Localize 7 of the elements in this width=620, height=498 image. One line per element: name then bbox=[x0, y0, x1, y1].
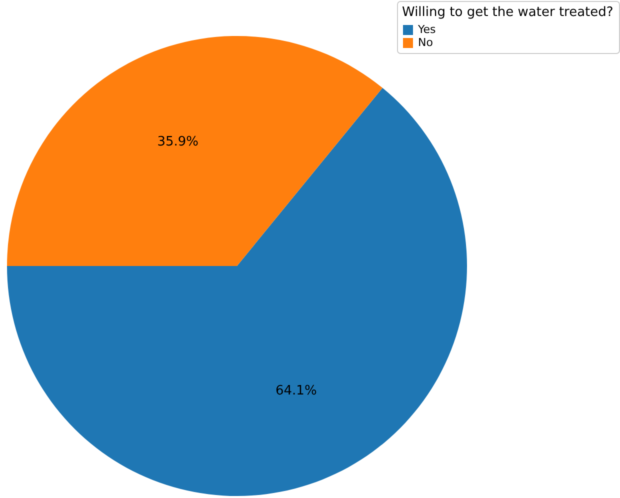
legend-title: Willing to get the water treated? bbox=[402, 5, 614, 20]
legend-label: Yes bbox=[417, 23, 436, 36]
data-label: 35.9% bbox=[157, 134, 199, 150]
data-label: 64.1% bbox=[275, 384, 317, 399]
pie-slice bbox=[7, 36, 382, 266]
legend-label: No bbox=[418, 36, 434, 49]
pie-slice bbox=[7, 88, 467, 496]
